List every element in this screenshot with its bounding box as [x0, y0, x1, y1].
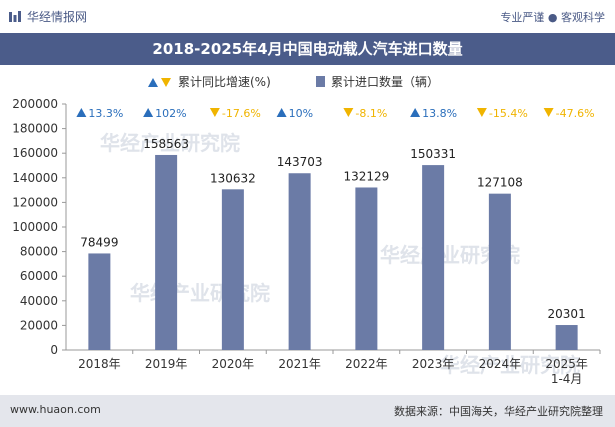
legend: 累计同比增速(%) 累计进口数量（辆）	[0, 71, 615, 91]
bar	[88, 253, 111, 350]
tagline: 专业严谨 ● 客观科学	[500, 11, 605, 24]
growth-label: -17.6%	[222, 107, 261, 120]
legend-item-growth: 累计同比增速(%)	[148, 73, 271, 90]
x-tick-label: 2023年	[412, 357, 455, 371]
growth-down-arrow	[543, 108, 554, 117]
x-tick-label: 2022年	[345, 357, 388, 371]
growth-label: -15.4%	[489, 107, 528, 120]
bar	[155, 154, 178, 350]
bar	[288, 173, 311, 350]
brand-name: 华经情报网	[27, 10, 88, 24]
growth-arrows-icon	[148, 77, 171, 87]
y-tick-label: 180000	[12, 122, 58, 136]
growth-label: 13.3%	[88, 107, 123, 120]
bar	[355, 187, 378, 350]
y-tick-label: 20000	[20, 318, 58, 332]
growth-up-arrow	[276, 108, 287, 117]
x-tick-label: 2025年	[545, 357, 588, 371]
y-tick-label: 160000	[12, 146, 58, 160]
y-tick-label: 60000	[20, 269, 58, 283]
bar-value-label: 158563	[143, 137, 189, 151]
y-tick-label: 200000	[12, 97, 58, 111]
bar-value-label: 130632	[210, 171, 256, 185]
x-tick-label: 2021年	[278, 357, 321, 371]
bar-value-label: 20301	[548, 307, 586, 321]
x-tick-label: 1-4月	[551, 372, 583, 386]
y-tick-label: 80000	[20, 245, 58, 259]
top-bar: 华经情报网 专业严谨 ● 客观科学	[0, 0, 615, 33]
brand: 华经情报网	[8, 8, 87, 25]
bar	[488, 193, 511, 350]
chart-canvas: 华经产业研究院华经产业研究院华经产业研究院华经产业研究院020000400006…	[12, 97, 601, 386]
y-tick-label: 140000	[12, 171, 58, 185]
watermark-text: 华经产业研究院	[100, 131, 240, 155]
x-tick-label: 2018年	[78, 357, 121, 371]
footer-site: www.huaon.com	[10, 403, 101, 416]
bar-value-label: 132129	[343, 169, 389, 183]
brand-logo-icon	[9, 10, 21, 22]
watermark-text: 华经产业研究院	[130, 281, 270, 305]
bar-value-label: 127108	[477, 176, 523, 190]
growth-label: 102%	[155, 107, 186, 120]
growth-label: 13.8%	[422, 107, 457, 120]
x-tick-label: 2019年	[145, 357, 188, 371]
footer-source: 数据来源：中国海关，华经产业研究院整理	[394, 405, 603, 418]
footer: www.huaon.com 数据来源：中国海关，华经产业研究院整理	[0, 395, 615, 427]
bar	[422, 165, 445, 350]
x-tick-label: 2024年	[479, 357, 522, 371]
y-tick-label: 100000	[12, 220, 58, 234]
y-tick-label: 40000	[20, 294, 58, 308]
growth-label: -8.1%	[355, 107, 387, 120]
bar	[221, 189, 244, 350]
bar-swatch-icon	[316, 76, 325, 87]
legend-item-count: 累计进口数量（辆）	[316, 73, 439, 90]
growth-down-arrow	[209, 108, 220, 117]
growth-label: -47.6%	[556, 107, 595, 120]
growth-up-arrow	[410, 108, 421, 117]
bar-value-label: 143703	[277, 155, 323, 169]
growth-label: 10%	[289, 107, 313, 120]
legend-growth-label: 累计同比增速(%)	[178, 75, 271, 89]
y-tick-label: 120000	[12, 195, 58, 209]
growth-up-arrow	[76, 108, 87, 117]
bar-value-label: 150331	[410, 147, 456, 161]
legend-count-label: 累计进口数量（辆）	[331, 75, 440, 89]
chart-title: 2018-2025年4月中国电动载人汽车进口数量	[0, 33, 615, 65]
bar	[555, 325, 578, 350]
growth-down-arrow	[476, 108, 487, 117]
growth-down-arrow	[343, 108, 354, 117]
x-tick-label: 2020年	[212, 357, 255, 371]
bar-value-label: 78499	[80, 235, 118, 249]
y-tick-label: 0	[50, 343, 58, 357]
watermark-text: 华经产业研究院	[440, 353, 580, 377]
growth-up-arrow	[143, 108, 154, 117]
